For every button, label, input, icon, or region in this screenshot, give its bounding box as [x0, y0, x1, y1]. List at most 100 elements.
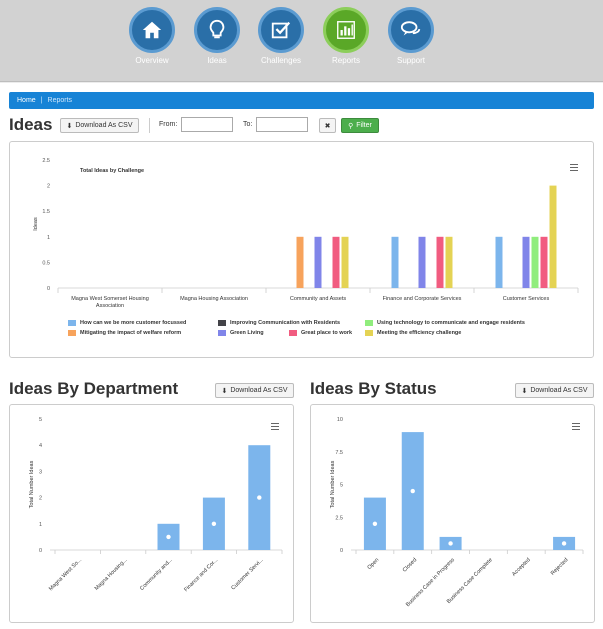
y-tick-label: 5: [39, 417, 42, 423]
legend-item[interactable]: How can we be more customer focussed: [68, 320, 186, 326]
bar: [436, 236, 444, 288]
button-label: Download As CSV: [530, 387, 588, 394]
legend-swatch: [365, 320, 373, 326]
y-tick-label: 5: [340, 483, 343, 489]
filter-button[interactable]: ⚲ Filter: [341, 118, 379, 133]
x-tick-label: Rejected: [550, 557, 570, 577]
y-tick-label: 4: [39, 443, 42, 449]
download-icon: ⬇: [221, 387, 228, 395]
download-icon: ⬇: [66, 122, 73, 130]
y-tick-label: 1: [47, 235, 50, 241]
status-download-csv-button[interactable]: ⬇ Download As CSV: [515, 383, 594, 398]
bar: [314, 236, 322, 288]
y-tick-label: 0: [39, 548, 42, 554]
nav-support[interactable]: Support: [381, 7, 441, 65]
y-tick-label: 0: [47, 286, 50, 292]
bar: [549, 185, 557, 288]
legend-item[interactable]: Great place to work: [289, 330, 352, 336]
close-icon: ✖: [324, 122, 331, 130]
breadcrumb: Home | Reports: [9, 92, 594, 109]
y-axis-label: Total Number Ideas: [330, 460, 336, 508]
legend-label: Improving Communication with Residents: [230, 320, 341, 326]
nav-reports[interactable]: Reports: [316, 7, 376, 65]
from-date-input[interactable]: [181, 117, 233, 132]
chart-menu-icon[interactable]: [271, 423, 279, 432]
bar: [332, 236, 340, 288]
lightbulb-icon: [194, 7, 240, 53]
legend-label: Using technology to communicate and enga…: [377, 320, 525, 326]
bar: [445, 236, 453, 288]
x-tick-label: Customer Services: [503, 296, 550, 302]
y-tick-label: 3: [39, 469, 42, 475]
nav-label: Challenges: [260, 56, 302, 65]
bar: [418, 236, 426, 288]
legend-item[interactable]: Meeting the efficiency challenge: [365, 330, 461, 336]
nav-challenges[interactable]: Challenges: [251, 7, 311, 65]
y-tick-label: 0: [340, 548, 343, 554]
x-tick-label: Magna West Somerset Housing: [71, 296, 149, 302]
download-icon: ⬇: [521, 387, 528, 395]
legend-item[interactable]: Mitigating the impact of welfare reform: [68, 330, 181, 336]
y-tick-label: 7.5: [335, 450, 343, 456]
x-tick-label: Community and Assets: [290, 296, 346, 302]
x-tick-label: Open: [367, 557, 381, 571]
ideas-by-status-chart: Total Number Ideas 0 2.5 5 7.5 10 Open Closed Bu…: [330, 417, 584, 608]
x-tick-label: Business Case Complete: [446, 557, 494, 605]
y-tick-label: 2.5: [335, 515, 343, 521]
bar: [540, 236, 548, 288]
bar-marker: [448, 541, 453, 546]
bar-marker: [372, 521, 378, 526]
nav-ideas[interactable]: Ideas: [187, 7, 247, 65]
from-label: From:: [159, 121, 178, 128]
button-label: Download As CSV: [230, 387, 288, 394]
legend-label: Meeting the efficiency challenge: [377, 330, 462, 336]
breadcrumb-home[interactable]: Home: [17, 97, 36, 104]
status-title: Ideas By Status: [310, 379, 437, 398]
ideas-by-status-panel: Total Number Ideas 0 2.5 5 7.5 10 Open Closed Bu…: [310, 404, 595, 623]
x-tick-label: Accepted: [511, 557, 531, 577]
ideas-by-department-panel: Total Number Ideas 0 1 2 3 4 5 Magna West So...…: [9, 404, 294, 623]
legend-item[interactable]: Green Living: [218, 330, 264, 336]
legend-swatch: [289, 330, 297, 336]
y-tick-label: 1.5: [42, 209, 50, 215]
dept-download-csv-button[interactable]: ⬇ Download As CSV: [215, 383, 294, 398]
checkbox-icon: [258, 7, 304, 53]
nav-label: Ideas: [207, 56, 227, 65]
chat-bubbles-icon: [388, 7, 434, 53]
ideas-by-challenge-chart: Total Ideas by Challenge Ideas 0 0.5 1 1.5 2 2.…: [33, 158, 579, 309]
home-icon: [129, 7, 175, 53]
chart-menu-icon[interactable]: [570, 164, 578, 173]
ideas-title: Ideas: [9, 115, 53, 134]
bar-chart-icon: [323, 7, 369, 53]
nav-label: Overview: [135, 56, 169, 65]
y-tick-label: 1: [39, 522, 42, 528]
legend-item[interactable]: Improving Communication with Residents: [218, 320, 340, 326]
bar: [391, 236, 399, 288]
legend-item[interactable]: Using technology to communicate and enga…: [365, 320, 525, 326]
legend-swatch: [218, 330, 226, 336]
y-tick-label: 2: [39, 496, 42, 502]
search-icon: ⚲: [348, 122, 354, 130]
bar-marker: [410, 488, 415, 494]
clear-filter-button[interactable]: ✖: [319, 118, 336, 133]
bar-marker: [257, 495, 262, 500]
ideas-download-csv-button[interactable]: ⬇ Download As CSV: [60, 118, 139, 133]
y-axis-label: Total Number Ideas: [29, 460, 35, 508]
x-tick-label: Magna Housing...: [94, 557, 129, 592]
legend-label: Great place to work: [301, 330, 353, 336]
button-label: Download As CSV: [75, 122, 133, 129]
legend-swatch: [218, 320, 226, 326]
to-date-input[interactable]: [256, 117, 308, 132]
x-tick-label: Magna West So...: [48, 557, 83, 592]
legend-swatch: [68, 320, 76, 326]
top-navigation: Overview Ideas Challenges Reports Suppor…: [0, 0, 603, 82]
ideas-by-department-chart: Total Number Ideas 0 1 2 3 4 5 Magna West So...…: [29, 417, 283, 593]
nav-overview[interactable]: Overview: [122, 7, 182, 65]
legend-swatch: [365, 330, 373, 336]
y-tick-label: 0.5: [42, 260, 50, 266]
x-tick-label: Customer Servi...: [230, 557, 265, 592]
chart-menu-icon[interactable]: [572, 423, 580, 432]
x-tick-label: Finance and Corporate Services: [383, 296, 462, 302]
divider: [149, 118, 150, 133]
bar-marker: [211, 521, 217, 526]
